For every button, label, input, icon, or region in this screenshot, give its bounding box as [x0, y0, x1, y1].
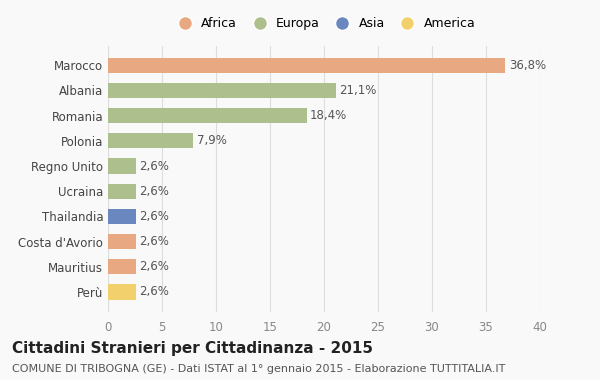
Text: 2,6%: 2,6% [139, 235, 169, 248]
Text: Cittadini Stranieri per Cittadinanza - 2015: Cittadini Stranieri per Cittadinanza - 2… [12, 341, 373, 356]
Text: 36,8%: 36,8% [509, 59, 546, 72]
Bar [108, 58, 505, 73]
Text: 2,6%: 2,6% [139, 160, 169, 173]
Bar [108, 209, 136, 224]
Text: 7,9%: 7,9% [197, 134, 226, 147]
Legend: Africa, Europa, Asia, America: Africa, Europa, Asia, America [173, 17, 475, 30]
Bar [108, 284, 136, 299]
Bar [108, 259, 136, 274]
Bar [108, 158, 136, 174]
Text: 2,6%: 2,6% [139, 285, 169, 298]
Bar [108, 108, 307, 123]
Bar [108, 184, 136, 199]
Text: COMUNE DI TRIBOGNA (GE) - Dati ISTAT al 1° gennaio 2015 - Elaborazione TUTTITALI: COMUNE DI TRIBOGNA (GE) - Dati ISTAT al … [12, 364, 505, 374]
Text: 18,4%: 18,4% [310, 109, 347, 122]
Text: 2,6%: 2,6% [139, 260, 169, 273]
Text: 2,6%: 2,6% [139, 185, 169, 198]
Bar [108, 83, 336, 98]
Bar [108, 133, 193, 148]
Bar [108, 234, 136, 249]
Text: 21,1%: 21,1% [339, 84, 376, 97]
Text: 2,6%: 2,6% [139, 210, 169, 223]
